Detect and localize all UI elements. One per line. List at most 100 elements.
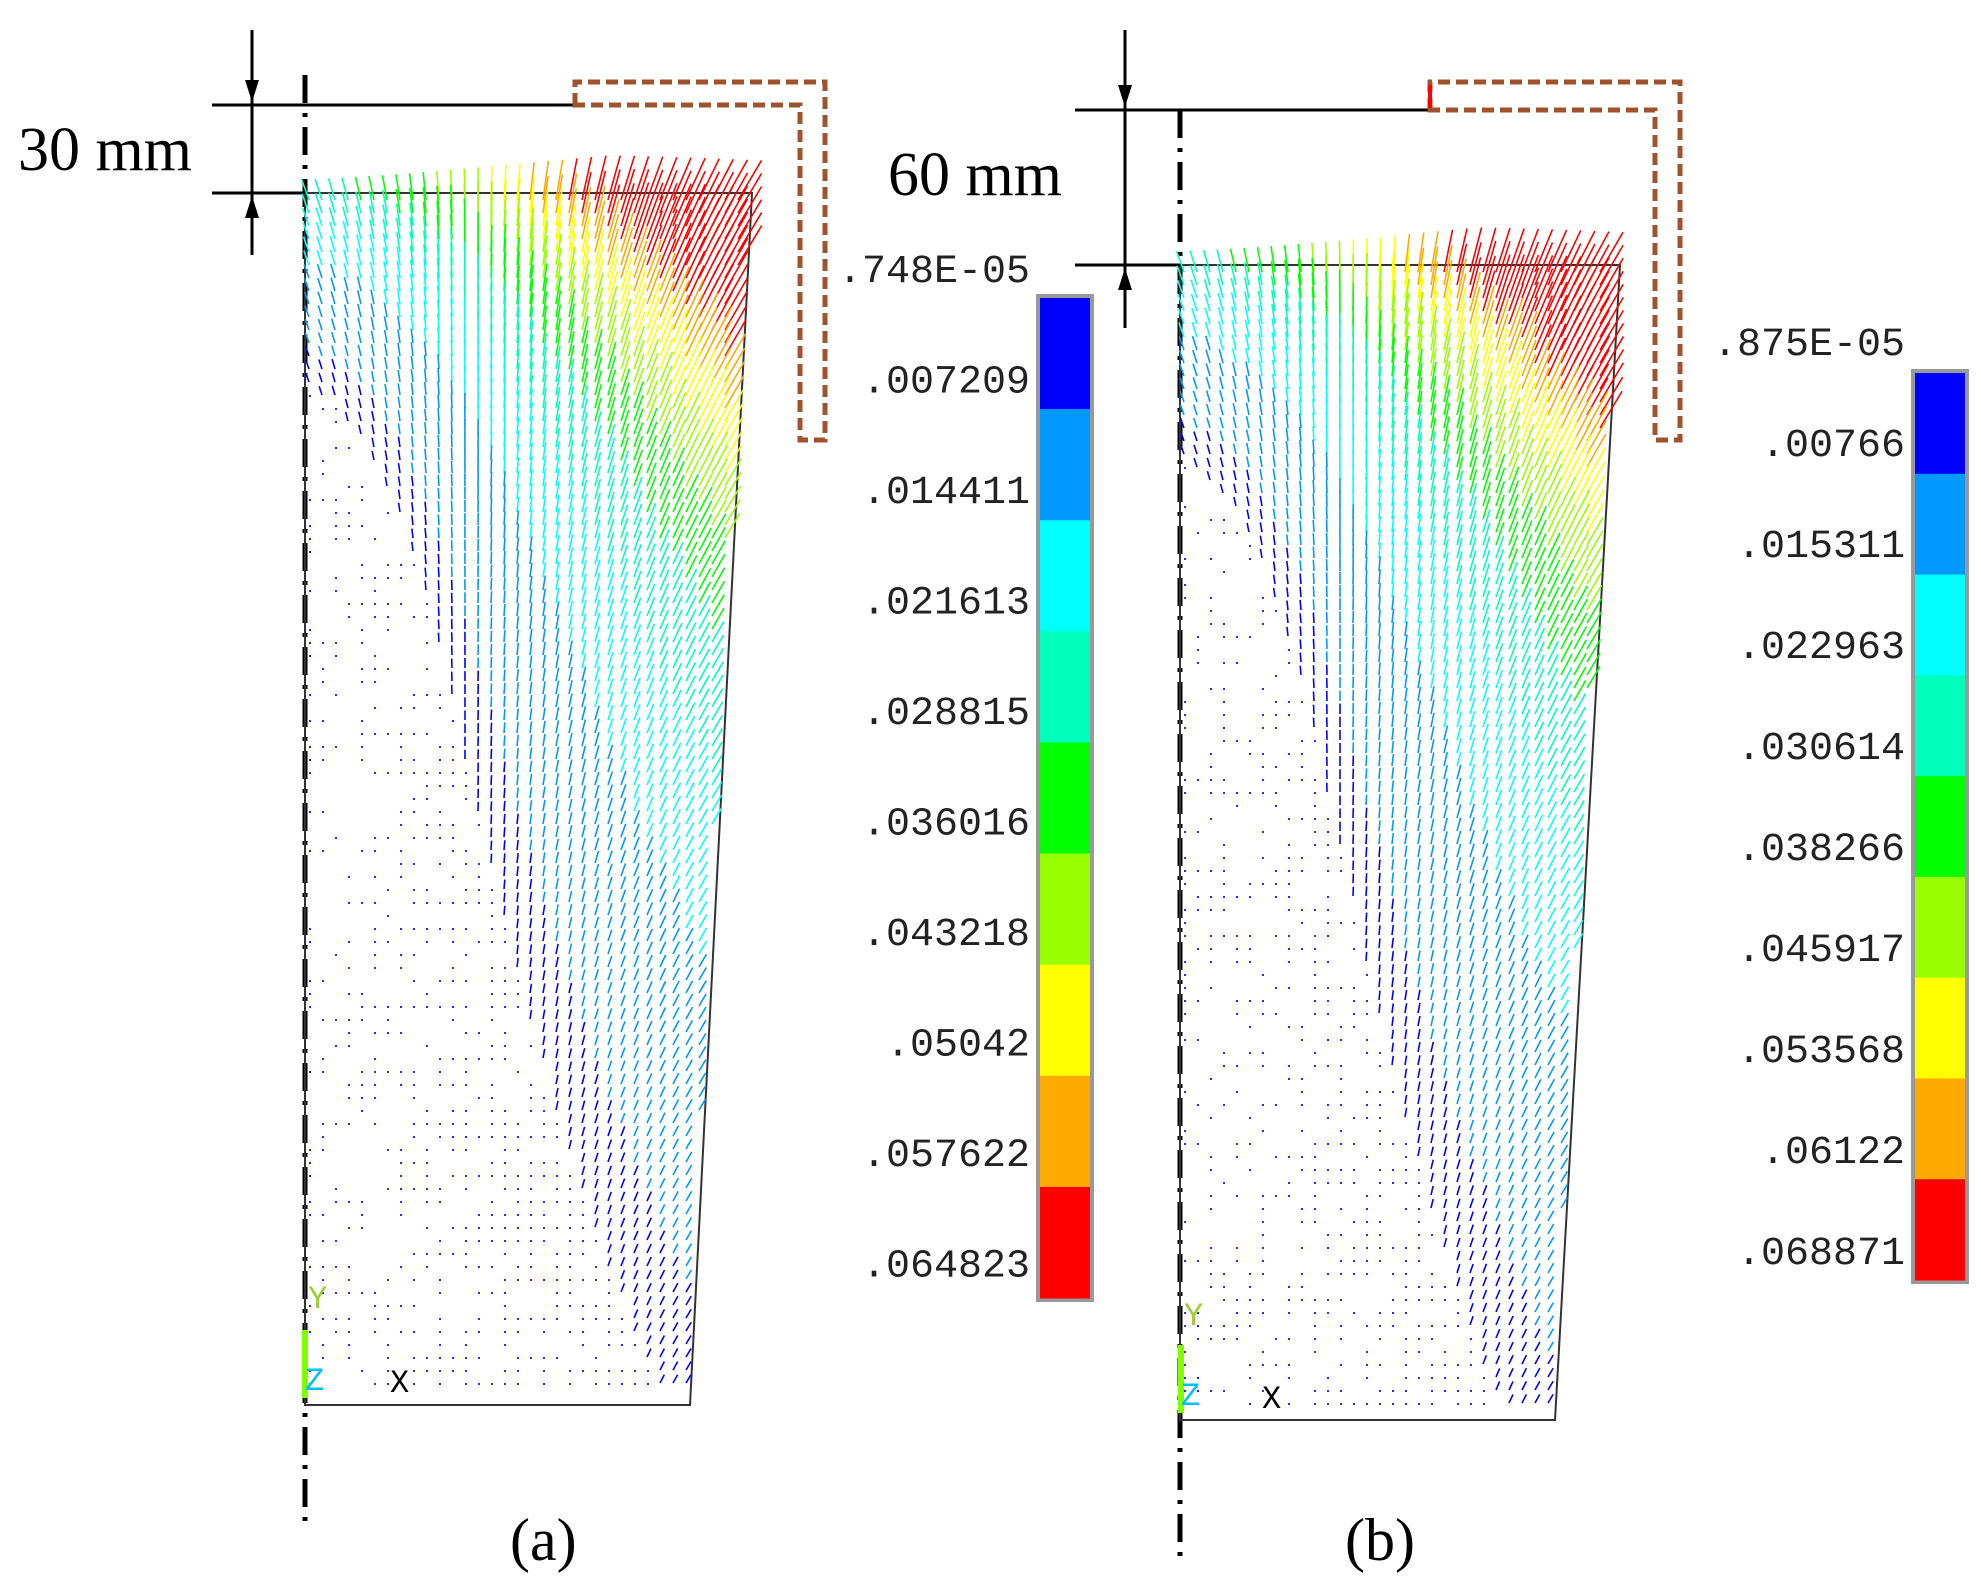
vector-arrow (1378, 846, 1381, 858)
vector-arrow (529, 292, 534, 318)
vector-arrow (633, 570, 642, 591)
vector-arrow (1469, 697, 1476, 715)
vector-arrow (1365, 728, 1368, 741)
vector-arrow (659, 337, 674, 370)
axis-z-label-a: Z (305, 1363, 324, 1400)
vector-arrow (1495, 398, 1507, 429)
vector-dot (348, 1045, 350, 1047)
vector-arrow (382, 232, 388, 253)
vector-dot (530, 1136, 532, 1138)
caption-a: (a) (510, 1507, 577, 1573)
vector-arrow (685, 1033, 694, 1046)
vector-arrow (633, 968, 640, 981)
vector-arrow (1547, 505, 1562, 533)
vector-dot (556, 1266, 558, 1268)
vector-arrow (1192, 404, 1198, 416)
vector-arrow (568, 969, 573, 981)
vector-arrow (1430, 884, 1435, 897)
vector-arrow (1191, 335, 1198, 351)
vector-arrow (633, 283, 647, 318)
vector-arrow (594, 286, 604, 318)
vector-arrow (397, 329, 401, 344)
vector-arrow (594, 837, 600, 851)
vector-dot (452, 1370, 454, 1372)
vector-dot (439, 1370, 441, 1372)
vector-arrow (490, 735, 493, 747)
vector-arrow (503, 709, 506, 721)
vector-arrow (672, 649, 683, 669)
vector-dot (335, 1266, 337, 1268)
vector-dot (426, 902, 428, 904)
vector-arrow (1469, 455, 1478, 481)
vector-dot (465, 850, 467, 852)
vector-arrow (594, 586, 601, 604)
vector-arrow (1272, 387, 1276, 403)
vector-dot (1431, 1273, 1433, 1275)
vector-arrow (633, 1020, 640, 1033)
vector-arrow (594, 370, 603, 396)
vector-arrow (659, 223, 678, 266)
vector-arrow (672, 568, 684, 591)
vector-dot (400, 707, 402, 709)
vector-arrow (659, 716, 668, 734)
vector-dot (1301, 857, 1303, 859)
vector-arrow (1482, 357, 1494, 390)
vector-arrow (1299, 520, 1302, 533)
vector-arrow (1312, 412, 1315, 429)
vector-arrow (698, 874, 708, 890)
vector-arrow (1258, 388, 1263, 403)
vector-arrow (568, 693, 573, 708)
vector-arrow (1469, 577, 1477, 598)
vector-arrow (1508, 815, 1516, 832)
vector-arrow (1244, 333, 1250, 351)
vector-dot (1340, 870, 1342, 872)
vector-dot (543, 1279, 545, 1281)
vector-arrow (1430, 844, 1435, 858)
vector-arrow (1495, 562, 1505, 585)
vector-dot (309, 720, 311, 722)
vector-arrow (450, 339, 453, 357)
vector-arrow (620, 409, 630, 435)
vector-arrow (1508, 1210, 1515, 1222)
vector-arrow (1495, 1315, 1501, 1326)
vector-arrow (672, 636, 683, 656)
vector-dot (1236, 1195, 1238, 1197)
vector-arrow (633, 1112, 639, 1124)
vector-arrow (1469, 644, 1476, 663)
vector-arrow (1378, 394, 1382, 416)
vector-arrow (646, 182, 664, 227)
vector-arrow (1391, 911, 1395, 923)
vector-arrow (607, 1178, 613, 1189)
vector-dot (452, 824, 454, 826)
vector-dot (517, 1331, 519, 1333)
vector-dot (491, 967, 493, 969)
vector-arrow (555, 1100, 559, 1111)
vector-dot (1314, 1299, 1316, 1301)
vector-arrow (1456, 456, 1464, 481)
vector-arrow (1378, 754, 1381, 767)
vector-arrow (330, 277, 336, 292)
vector-arrow (1547, 1223, 1555, 1235)
vector-arrow (1586, 638, 1602, 663)
vector-arrow (357, 398, 362, 409)
vector-arrow (1573, 933, 1584, 949)
vector-dot (348, 486, 350, 488)
vector-arrow (436, 257, 440, 279)
vector-dot (504, 1032, 506, 1034)
vector-dot (439, 759, 441, 761)
vector-arrow (1508, 908, 1516, 923)
vector-arrow (698, 993, 707, 1007)
vector-arrow (410, 435, 414, 448)
vector-arrow (1547, 1157, 1555, 1170)
vector-arrow (1599, 244, 1624, 286)
vector-dot (1418, 1299, 1420, 1301)
vector-dot (1236, 1247, 1238, 1249)
vector-arrow (620, 1139, 626, 1150)
vector-dot (1184, 779, 1186, 781)
vector-dot (1379, 1234, 1381, 1236)
vector-dot (478, 1240, 480, 1242)
vector-dot (504, 1110, 506, 1112)
vector-arrow (331, 372, 336, 383)
vector-arrow (503, 550, 506, 565)
vector-arrow (542, 812, 546, 825)
